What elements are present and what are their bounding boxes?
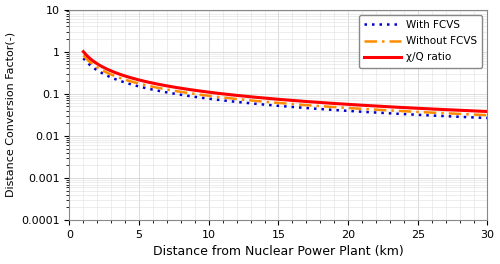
- χ/Q ratio: [402, 106, 408, 109]
- X-axis label: Distance from Nuclear Power Plant (km): Distance from Nuclear Power Plant (km): [153, 246, 404, 258]
- With FCVS: [258, 103, 264, 106]
- Line: With FCVS: With FCVS: [84, 58, 487, 118]
- With FCVS: [244, 101, 250, 105]
- Without FCVS: [122, 78, 128, 81]
- χ/Q ratio: [258, 96, 264, 99]
- With FCVS: [358, 110, 364, 113]
- With FCVS: [396, 112, 402, 115]
- Without FCVS: [258, 100, 264, 103]
- χ/Q ratio: [80, 50, 86, 53]
- Without FCVS: [80, 54, 86, 57]
- With FCVS: [402, 113, 408, 116]
- χ/Q ratio: [244, 95, 250, 98]
- Without FCVS: [484, 114, 490, 117]
- Without FCVS: [358, 107, 364, 110]
- χ/Q ratio: [358, 103, 364, 107]
- With FCVS: [122, 81, 128, 84]
- Without FCVS: [402, 110, 408, 113]
- Line: Without FCVS: Without FCVS: [84, 55, 487, 115]
- χ/Q ratio: [484, 110, 490, 113]
- χ/Q ratio: [122, 74, 128, 77]
- Y-axis label: Distance Conversion Factor(-): Distance Conversion Factor(-): [6, 32, 16, 197]
- With FCVS: [80, 56, 86, 60]
- Without FCVS: [396, 109, 402, 112]
- Line: χ/Q ratio: χ/Q ratio: [84, 52, 487, 111]
- With FCVS: [484, 116, 490, 120]
- Without FCVS: [244, 98, 250, 102]
- Legend: With FCVS, Without FCVS, χ/Q ratio: With FCVS, Without FCVS, χ/Q ratio: [359, 15, 482, 68]
- χ/Q ratio: [396, 106, 402, 109]
